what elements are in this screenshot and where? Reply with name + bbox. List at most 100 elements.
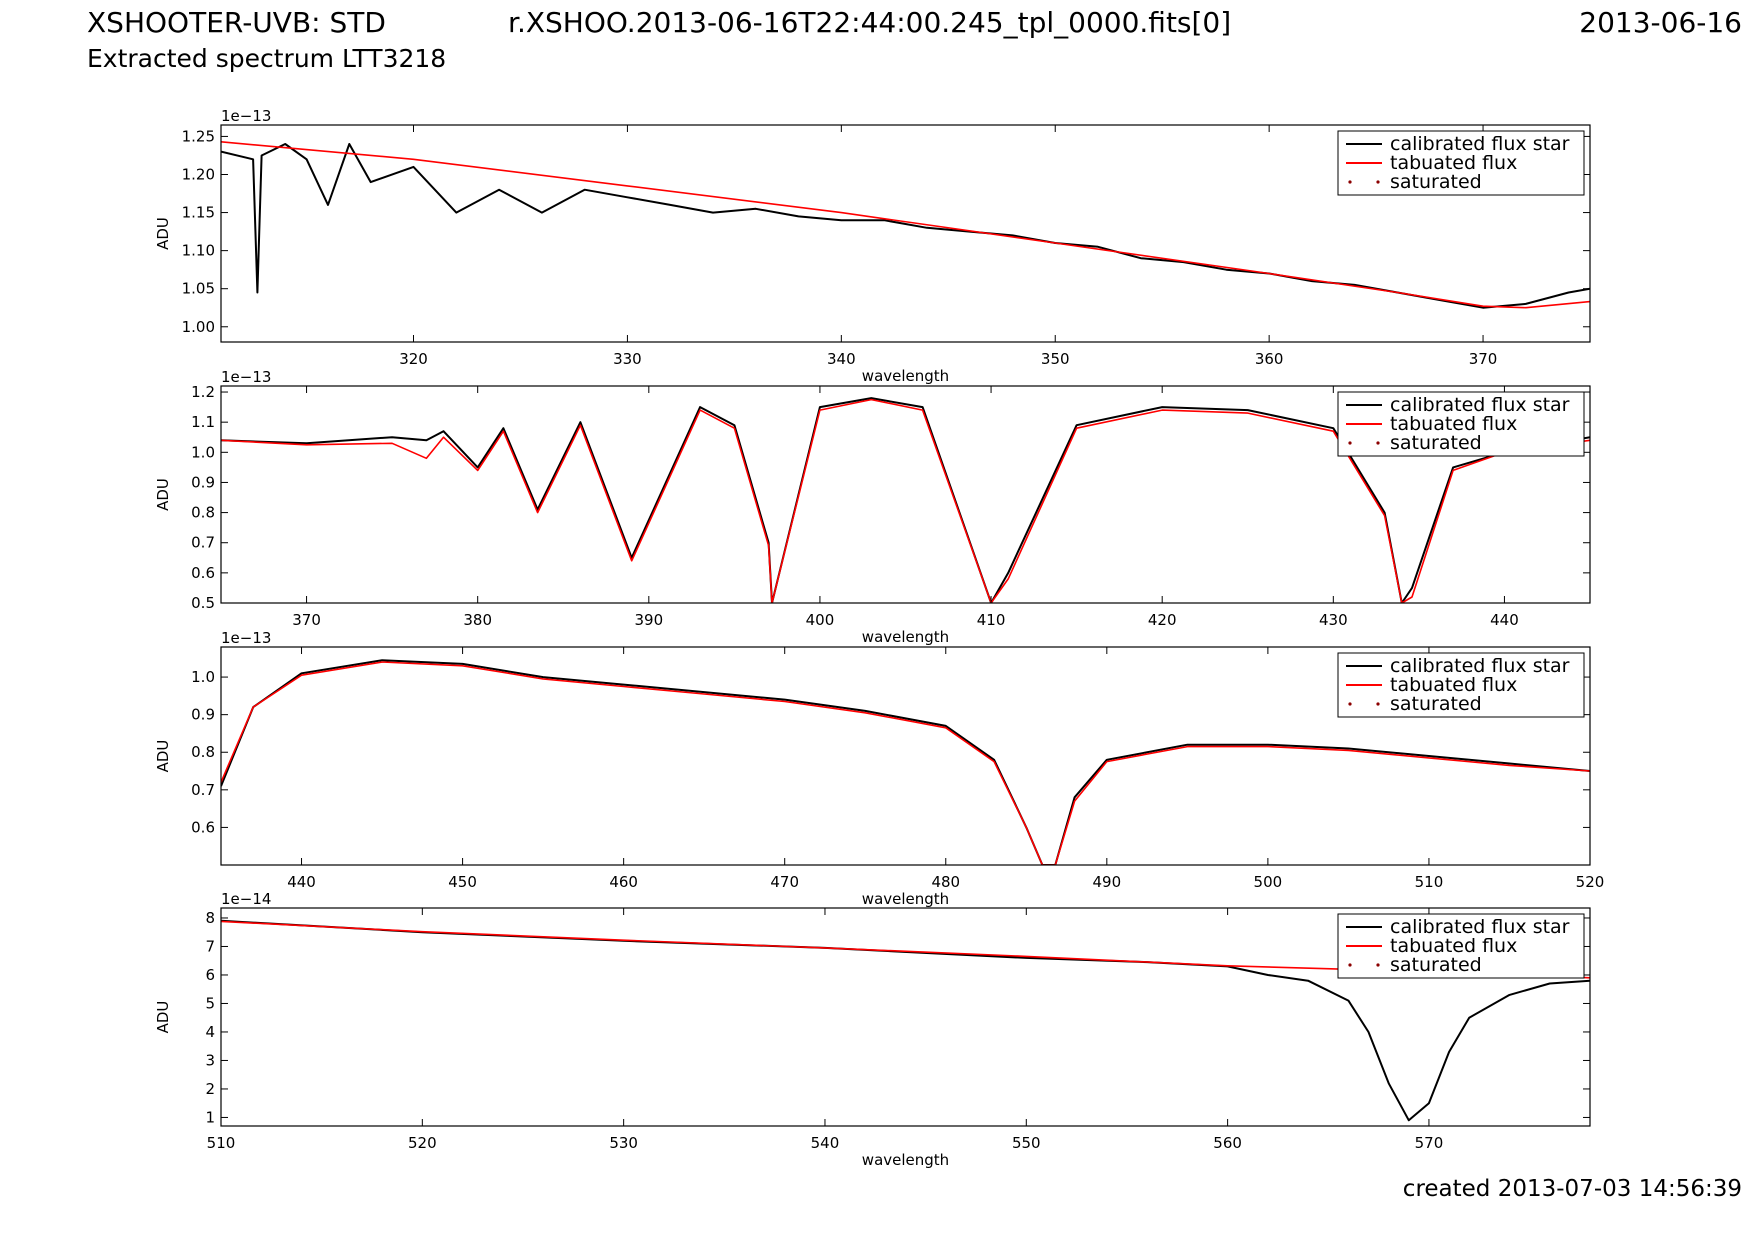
calibrated-flux-line — [221, 143, 1590, 309]
axis-multiplier: 1e−13 — [221, 368, 271, 386]
y-tick-label: 1.0 — [191, 443, 215, 461]
legend-marker-saturated — [1376, 441, 1380, 445]
y-tick-label: 1.2 — [191, 383, 215, 401]
legend-label: calibrated flux star — [1390, 394, 1570, 416]
x-tick-label: 530 — [609, 1134, 638, 1152]
x-tick-label: 420 — [1148, 611, 1177, 629]
y-tick-label: 1.25 — [182, 127, 215, 145]
y-tick-label: 5 — [205, 994, 215, 1012]
chart-title: XSHOOTER-UVB: STD — [87, 6, 386, 39]
y-tick-label: 0.8 — [191, 504, 215, 522]
legend-label: saturated — [1390, 693, 1482, 715]
legend-label: tabuated flux — [1390, 674, 1517, 696]
y-tick-label: 1.0 — [191, 668, 215, 686]
axes-frame — [220, 646, 1591, 866]
calibrated-flux-line — [221, 659, 1590, 865]
y-tick-label: 0.9 — [191, 706, 215, 724]
y-tick-label: 1 — [205, 1108, 215, 1126]
spectrum-panel-2: 370 380 390 400 410 420 430 440 0.5 0.6 0.7 0.8 0.9 1… — [154, 368, 1591, 646]
axis-multiplier: 1e−13 — [221, 107, 271, 125]
y-tick-label: 1.15 — [182, 204, 215, 222]
x-tick-label: 330 — [613, 350, 642, 368]
x-tick-label: 440 — [1490, 611, 1519, 629]
x-axis-label: wavelength — [862, 1151, 949, 1169]
x-tick-label: 370 — [1469, 350, 1498, 368]
file-name: r.XSHOO.2013-06-16T22:44:00.245_tpl_0000… — [508, 6, 1232, 39]
x-tick-label: 370 — [292, 611, 321, 629]
y-tick-label: 1.05 — [182, 280, 215, 298]
legend-label: saturated — [1390, 432, 1482, 454]
x-tick-label: 400 — [806, 611, 835, 629]
y-tick-label: 4 — [205, 1023, 215, 1041]
tabulated-flux-line — [221, 661, 1590, 865]
y-tick-label: 1.00 — [182, 318, 215, 336]
legend-label: calibrated flux star — [1390, 133, 1570, 155]
x-tick-label: 560 — [1213, 1134, 1242, 1152]
legend-marker-saturated — [1376, 702, 1380, 706]
axes-frame — [220, 907, 1591, 1127]
y-tick-label: 0.6 — [191, 818, 215, 836]
x-tick-label: 510 — [207, 1134, 236, 1152]
legend-label: calibrated flux star — [1390, 655, 1570, 677]
x-tick-label: 430 — [1319, 611, 1348, 629]
x-tick-label: 490 — [1093, 873, 1122, 891]
y-tick-label: 6 — [205, 966, 215, 984]
x-tick-label: 380 — [463, 611, 492, 629]
legend-marker-saturated — [1348, 963, 1352, 967]
axis-multiplier: 1e−14 — [221, 890, 271, 908]
x-tick-label: 550 — [1012, 1134, 1041, 1152]
y-tick-label: 0.9 — [191, 473, 215, 491]
spectrum-panel-4: 510 520 530 540 550 560 570 1 2 3 4 5 6 7 8 wavelength A… — [154, 890, 1591, 1169]
legend-marker-saturated — [1348, 441, 1352, 445]
created-timestamp: created 2013-07-03 14:56:39 — [1402, 1176, 1742, 1202]
axes-frame — [220, 124, 1591, 343]
y-axis-label: ADU — [154, 217, 172, 250]
x-tick-label: 450 — [448, 873, 477, 891]
x-tick-label: 320 — [399, 350, 428, 368]
axes-frame — [220, 385, 1591, 604]
x-tick-label: 480 — [931, 873, 960, 891]
legend-label: calibrated flux star — [1390, 916, 1570, 938]
y-tick-label: 2 — [205, 1080, 215, 1098]
x-tick-label: 340 — [827, 350, 856, 368]
y-axis-label: ADU — [154, 740, 172, 773]
y-tick-label: 3 — [205, 1051, 215, 1069]
y-tick-label: 0.7 — [191, 534, 215, 552]
legend-label: saturated — [1390, 171, 1482, 193]
legend-marker-saturated — [1348, 180, 1352, 184]
x-tick-label: 440 — [287, 873, 316, 891]
x-tick-label: 510 — [1415, 873, 1444, 891]
observation-date: 2013-06-16 — [1579, 6, 1742, 39]
legend-box — [1337, 913, 1585, 979]
legend-label: tabuated flux — [1390, 935, 1517, 957]
x-tick-label: 500 — [1254, 873, 1283, 891]
x-tick-label: 360 — [1255, 350, 1284, 368]
chart-subtitle: Extracted spectrum LTT3218 — [87, 44, 447, 73]
y-axis-label: ADU — [154, 1001, 172, 1034]
y-axis-label: ADU — [154, 478, 172, 511]
legend-marker-saturated — [1348, 702, 1352, 706]
x-tick-label: 540 — [811, 1134, 840, 1152]
legend-label: saturated — [1390, 954, 1482, 976]
x-axis-label: wavelength — [862, 890, 949, 908]
y-tick-label: 1.10 — [182, 242, 215, 260]
axis-multiplier: 1e−13 — [221, 629, 271, 647]
legend-marker-saturated — [1376, 963, 1380, 967]
legend-marker-saturated — [1376, 180, 1380, 184]
x-axis-label: wavelength — [862, 367, 949, 385]
x-tick-label: 390 — [634, 611, 663, 629]
y-tick-label: 1.20 — [182, 165, 215, 183]
y-tick-label: 0.8 — [191, 743, 215, 761]
legend-label: tabuated flux — [1390, 413, 1517, 435]
y-tick-label: 1.1 — [191, 413, 215, 431]
x-tick-label: 350 — [1041, 350, 1070, 368]
x-tick-label: 470 — [770, 873, 799, 891]
spectrum-panel-1: 320 330 340 350 360 370 1.00 1.05 1.10 1.15 1.20 1.… — [154, 107, 1591, 385]
x-tick-label: 410 — [977, 611, 1006, 629]
tabulated-flux-line — [221, 398, 1590, 603]
legend-box — [1337, 652, 1585, 718]
y-tick-label: 0.5 — [191, 594, 215, 612]
x-tick-label: 520 — [1576, 873, 1605, 891]
spectrum-panel-3: 440 450 460 470 480 490 500 510 520 0.6 0.7 0.8 0.9 1… — [154, 629, 1604, 908]
y-tick-label: 8 — [205, 909, 215, 927]
